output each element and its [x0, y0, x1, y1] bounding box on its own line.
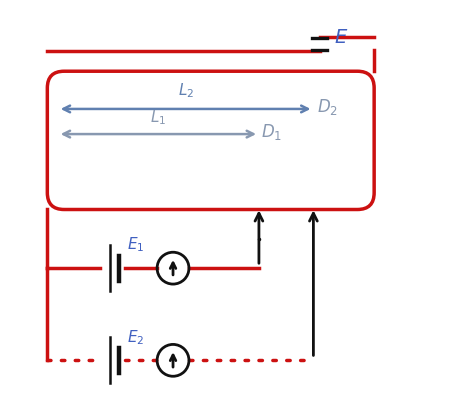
Text: $E$: $E$ [334, 28, 349, 47]
Text: $E_1$: $E_1$ [127, 236, 144, 254]
Text: $L_2$: $L_2$ [177, 81, 194, 100]
Text: $E_2$: $E_2$ [127, 328, 144, 347]
Text: $D_1$: $D_1$ [261, 122, 282, 142]
Text: $D_2$: $D_2$ [317, 97, 338, 117]
Text: $L_1$: $L_1$ [150, 108, 167, 127]
